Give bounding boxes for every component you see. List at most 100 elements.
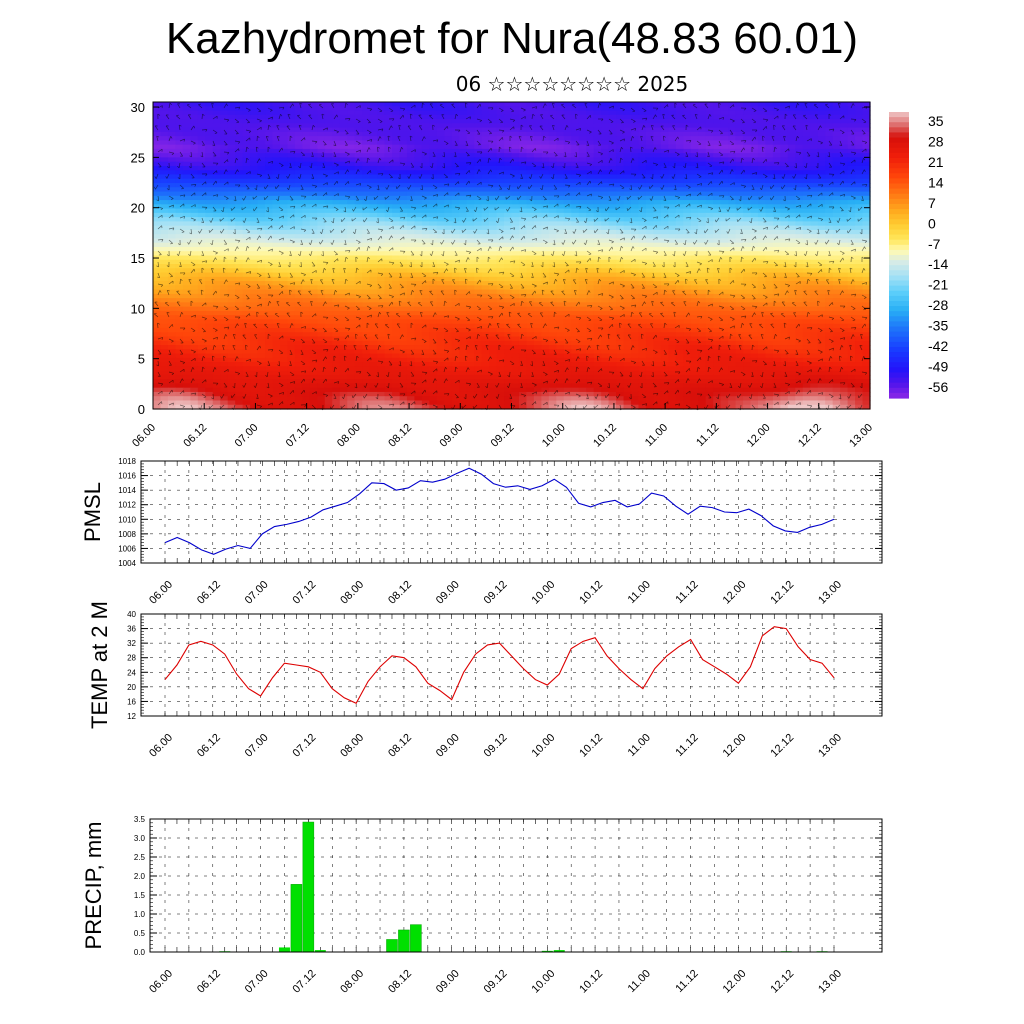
heatmap-cell bbox=[183, 123, 191, 128]
heatmap-cell bbox=[198, 311, 206, 316]
heatmap-cell bbox=[332, 251, 340, 256]
heatmap-cell bbox=[347, 132, 355, 137]
heatmap-cell bbox=[497, 140, 505, 145]
heatmap-cell bbox=[601, 183, 609, 188]
heatmap-cell bbox=[668, 153, 676, 158]
heatmap-cell bbox=[840, 273, 848, 278]
heatmap-cell bbox=[295, 128, 303, 133]
heatmap-cell bbox=[736, 200, 744, 205]
heatmap-cell bbox=[213, 281, 221, 286]
heatmap-cell bbox=[452, 187, 460, 192]
heatmap-cell bbox=[743, 264, 751, 269]
heatmap-cell bbox=[579, 294, 587, 299]
heatmap-cell bbox=[414, 136, 422, 141]
heatmap-cell bbox=[840, 230, 848, 235]
heatmap-cell bbox=[810, 243, 818, 248]
heatmap-cell bbox=[556, 238, 564, 243]
heatmap-cell bbox=[467, 234, 475, 239]
heatmap-cell bbox=[780, 230, 788, 235]
heatmap-cell bbox=[773, 179, 781, 184]
heatmap-cell bbox=[676, 234, 684, 239]
heatmap-cell bbox=[474, 319, 482, 324]
heatmap-cell bbox=[579, 273, 587, 278]
heatmap-cell bbox=[638, 157, 646, 162]
heatmap-cell bbox=[668, 196, 676, 201]
heatmap-cell bbox=[818, 170, 826, 175]
heatmap-cell bbox=[444, 153, 452, 158]
heatmap-cell bbox=[526, 234, 534, 239]
heatmap-cell bbox=[758, 247, 766, 252]
heatmap-cell bbox=[541, 106, 549, 111]
heatmap-cell bbox=[609, 221, 617, 226]
heatmap-cell bbox=[250, 285, 258, 290]
heatmap-cell bbox=[668, 319, 676, 324]
heatmap-cell bbox=[250, 298, 258, 303]
heatmap-cell bbox=[855, 315, 863, 320]
heatmap-cell bbox=[512, 298, 520, 303]
heatmap-cell bbox=[153, 238, 161, 243]
heatmap-cell bbox=[160, 132, 168, 137]
heatmap-cell bbox=[385, 226, 393, 231]
heatmap-cell bbox=[317, 298, 325, 303]
heatmap-cell bbox=[302, 119, 310, 124]
heatmap-cell bbox=[512, 217, 520, 222]
heatmap-cell bbox=[683, 277, 691, 282]
heatmap-cell bbox=[295, 187, 303, 192]
heatmap-cell bbox=[706, 247, 714, 252]
heatmap-cell bbox=[175, 290, 183, 295]
heatmap-cell bbox=[728, 256, 736, 261]
heatmap-cell bbox=[414, 256, 422, 261]
heatmap-cell bbox=[273, 298, 281, 303]
heatmap-cell bbox=[153, 281, 161, 286]
heatmap-cell bbox=[683, 170, 691, 175]
heatmap-cell bbox=[422, 157, 430, 162]
heatmap-cell bbox=[825, 226, 833, 231]
heatmap-cell bbox=[355, 153, 363, 158]
heatmap-cell bbox=[564, 102, 572, 107]
heatmap-cell bbox=[175, 209, 183, 214]
heatmap-cell bbox=[795, 123, 803, 128]
heatmap-cell bbox=[751, 209, 759, 214]
heatmap-cell bbox=[780, 119, 788, 124]
heatmap-cell bbox=[258, 106, 266, 111]
heatmap-cell bbox=[302, 260, 310, 265]
heatmap-cell bbox=[624, 106, 632, 111]
heatmap-cell bbox=[407, 204, 415, 209]
heatmap-cell bbox=[168, 307, 176, 312]
heatmap-cell bbox=[385, 102, 393, 107]
heatmap-cell bbox=[661, 238, 669, 243]
heatmap-cell bbox=[624, 183, 632, 188]
heatmap-cell bbox=[751, 140, 759, 145]
heatmap-cell bbox=[489, 217, 497, 222]
heatmap-cell bbox=[676, 260, 684, 265]
heatmap-cell bbox=[459, 149, 467, 154]
heatmap-cell bbox=[571, 119, 579, 124]
heatmap-cell bbox=[594, 285, 602, 290]
heatmap-cell bbox=[250, 251, 258, 256]
heatmap-cell bbox=[765, 162, 773, 167]
heatmap-cell bbox=[743, 251, 751, 256]
heatmap-cell bbox=[631, 217, 639, 222]
heatmap-cell bbox=[168, 192, 176, 197]
heatmap-cell bbox=[549, 268, 557, 273]
heatmap-cell bbox=[818, 115, 826, 120]
heatmap-cell bbox=[347, 281, 355, 286]
heatmap-cell bbox=[497, 111, 505, 116]
heatmap-cell bbox=[175, 319, 183, 324]
heatmap-cell bbox=[765, 217, 773, 222]
heatmap-cell bbox=[818, 111, 826, 116]
heatmap-cell bbox=[310, 294, 318, 299]
heatmap-cell bbox=[609, 290, 617, 295]
heatmap-cell bbox=[534, 243, 542, 248]
heatmap-cell bbox=[825, 200, 833, 205]
heatmap-cell bbox=[579, 166, 587, 171]
heatmap-cell bbox=[317, 230, 325, 235]
heatmap-cell bbox=[414, 213, 422, 218]
heatmap-cell bbox=[467, 174, 475, 179]
heatmap-cell bbox=[758, 230, 766, 235]
heatmap-cell bbox=[609, 145, 617, 150]
heatmap-cell bbox=[631, 153, 639, 158]
heatmap-cell bbox=[818, 238, 826, 243]
heatmap-cell bbox=[370, 243, 378, 248]
heatmap-cell bbox=[795, 247, 803, 252]
